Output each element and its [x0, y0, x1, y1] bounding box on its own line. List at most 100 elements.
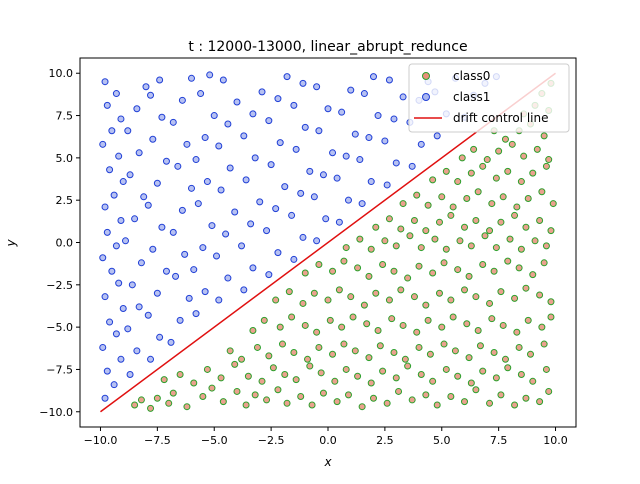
point-class0-188 [486, 227, 494, 235]
point-class0-11 [242, 401, 250, 409]
point-class0-14 [274, 386, 282, 394]
point-class1-52 [147, 91, 155, 99]
point-class0-16 [297, 393, 305, 401]
point-class0-86 [451, 347, 459, 355]
point-class1-5 [112, 330, 120, 338]
point-class1-120 [322, 215, 330, 223]
point-class1-19 [115, 152, 123, 160]
point-class1-108 [274, 95, 282, 103]
point-class0-165 [381, 237, 389, 245]
point-class0-55 [392, 374, 400, 382]
point-class1-118 [299, 79, 307, 87]
point-class0-82 [401, 355, 409, 363]
point-class0-200 [474, 188, 482, 196]
point-class0-215 [529, 169, 537, 177]
point-class0-39 [190, 379, 198, 387]
point-class0-189 [497, 218, 505, 226]
point-class0-187 [472, 217, 480, 224]
point-class1-74 [192, 156, 200, 164]
point-class0-84 [426, 350, 434, 358]
x-tick-label-6: 5.0 [433, 434, 451, 447]
point-class0-10 [233, 387, 241, 395]
point-class0-96 [276, 323, 284, 331]
axes-layer: −10.0 −7.5 −5.0 −2.5 0.0 2.5 5.0 7.5 10.0 −10.0 −7… [39, 57, 577, 447]
point-class1-53 [156, 76, 164, 84]
point-class1-34 [140, 193, 148, 201]
point-class1-45 [149, 245, 157, 253]
point-class0-144 [329, 267, 337, 275]
point-class0-105 [388, 315, 396, 323]
point-class0-9 [219, 398, 227, 406]
x-tick-label-1: −7.5 [144, 434, 171, 447]
point-class0-206 [549, 200, 557, 208]
point-class1-12 [112, 242, 120, 250]
point-class1-93 [247, 220, 255, 228]
point-class1-72 [194, 200, 202, 208]
x-tick-label-7: 7.5 [490, 434, 508, 447]
point-class0-58 [429, 377, 437, 385]
point-class0-51 [342, 365, 350, 373]
point-class1-66 [187, 74, 195, 82]
point-class1-140 [370, 73, 377, 81]
point-class1-123 [329, 149, 337, 157]
point-class0-41 [217, 374, 225, 382]
point-class0-155 [465, 272, 473, 280]
point-class0-74 [304, 355, 312, 363]
point-class0-49 [317, 369, 325, 377]
point-class0-137 [497, 288, 505, 296]
point-class0-40 [203, 365, 211, 373]
point-class1-36 [135, 149, 143, 157]
point-class0-28 [447, 393, 455, 401]
point-class0-56 [404, 362, 412, 370]
point-class0-19 [333, 398, 341, 406]
point-class0-62 [479, 367, 487, 375]
point-class0-0 [131, 401, 139, 409]
point-class1-139 [360, 90, 368, 98]
point-class0-36 [545, 387, 553, 395]
point-class1-23 [103, 101, 111, 109]
point-class0-203 [513, 203, 521, 211]
point-class0-18 [319, 389, 327, 397]
point-class0-121 [299, 299, 307, 307]
point-class0-140 [536, 291, 544, 299]
point-class1-13 [103, 228, 111, 236]
point-class1-25 [101, 78, 109, 86]
point-class0-153 [440, 259, 448, 267]
point-class1-47 [144, 201, 152, 209]
point-class1-88 [233, 98, 241, 106]
point-class1-129 [333, 174, 341, 182]
point-class0-7 [199, 393, 207, 401]
point-class0-157 [490, 267, 498, 275]
point-class0-173 [481, 232, 489, 240]
point-class1-136 [356, 156, 364, 164]
point-class1-85 [226, 164, 234, 172]
point-class0-168 [417, 244, 425, 252]
point-class1-17 [119, 178, 127, 186]
point-class0-17 [308, 401, 316, 409]
point-class1-28 [124, 325, 132, 333]
point-class0-145 [340, 257, 348, 265]
point-class1-141 [383, 181, 391, 189]
point-class0-178 [542, 242, 550, 250]
point-class0-142 [301, 269, 309, 277]
point-class0-45 [269, 364, 277, 372]
point-class0-89 [490, 349, 498, 357]
point-class1-56 [185, 294, 193, 302]
point-class0-73 [290, 349, 298, 357]
point-class1-4 [99, 343, 107, 351]
point-class1-38 [133, 105, 141, 113]
point-class0-216 [542, 162, 550, 170]
x-tick-label-8: 10.0 [543, 434, 568, 447]
point-class1-29 [135, 303, 143, 311]
point-class1-60 [178, 206, 186, 214]
point-class1-32 [122, 237, 129, 245]
x-tick-label-5: 2.5 [376, 434, 394, 447]
point-class0-128 [385, 296, 393, 304]
point-class0-204 [524, 194, 532, 202]
point-class0-130 [410, 293, 418, 301]
point-class0-159 [515, 264, 523, 272]
point-class0-91 [515, 343, 523, 351]
point-class1-98 [249, 110, 257, 118]
